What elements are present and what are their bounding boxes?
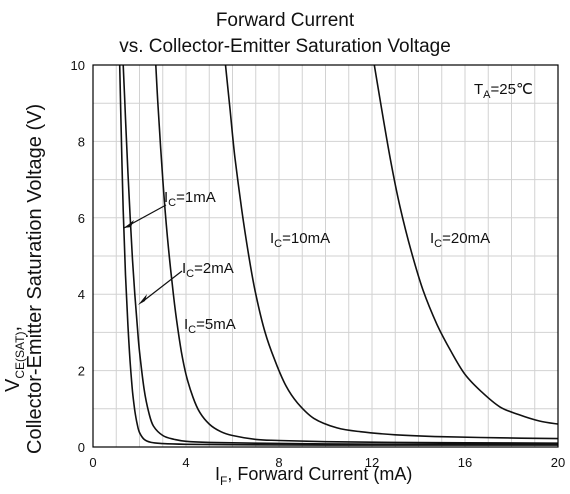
x-tick-label: 0: [89, 455, 96, 470]
series-label-symbol: I: [184, 316, 189, 333]
series-label-ic-5ma: IC=5mA: [184, 316, 236, 336]
x-tick-label: 16: [458, 455, 472, 470]
y-axis-symbol: V: [2, 378, 24, 392]
chart-subtitle: vs. Collector-Emitter Saturation Voltage: [119, 36, 451, 57]
series-label-symbol: I: [182, 260, 187, 277]
series-label-subscript: C: [274, 238, 283, 250]
series-label-text: =2mA: [194, 260, 234, 277]
grid: [93, 65, 558, 447]
y-tick-label: 6: [78, 211, 85, 226]
series-label-ic-2ma: IC=2mA: [182, 260, 234, 280]
series-line-ic-20ma: [373, 64, 559, 425]
x-tick-label: 12: [365, 455, 379, 470]
y-tick-label: 0: [78, 440, 85, 455]
series-label-symbol: I: [270, 230, 275, 247]
temperature-value: =25℃: [490, 81, 533, 98]
temperature-annotation: TA=25℃: [474, 80, 533, 101]
series-line-ic-5ma: [155, 64, 559, 444]
series-line-ic-10ma: [224, 64, 559, 440]
series-label-ic-20ma: IC=20mA: [430, 230, 491, 250]
x-axis-subscript: F: [220, 474, 228, 488]
series-label-ic-10ma: IC=10mA: [270, 230, 331, 250]
x-tick-label: 4: [182, 455, 189, 470]
x-axis-label: IF, Forward Current (mA): [215, 464, 413, 488]
y-axis-label-line1: VCE(SAT),: [2, 325, 27, 392]
y-tick-label: 2: [78, 364, 85, 379]
x-tick-label: 20: [551, 455, 565, 470]
y-tick-label: 10: [71, 58, 85, 73]
temperature-subscript: A: [483, 89, 491, 101]
y-tick-label: 8: [78, 134, 85, 149]
series-label-text: =5mA: [196, 316, 236, 333]
series-label-subscript: C: [168, 197, 177, 209]
x-axis-text: , Forward Current (mA): [227, 464, 413, 484]
series-lines: [118, 64, 559, 446]
label-pointers: [123, 204, 183, 305]
x-axis-symbol: I: [215, 464, 221, 484]
series-label-symbol: I: [430, 230, 435, 247]
series-label-subscript: C: [434, 238, 443, 250]
tick-labels: 0 4 8 12 16 20 0 2 4 6 8 10: [71, 58, 566, 470]
series-label-ic-1ma: IC=1mA: [164, 189, 216, 209]
series-label-subscript: C: [188, 324, 197, 336]
series-label-symbol: I: [164, 189, 169, 206]
y-axis-label-line2: Collector-Emitter Saturation Voltage (V): [24, 103, 46, 454]
pointer-arrowhead-ic-2ma: [138, 294, 147, 305]
y-tick-label: 4: [78, 287, 85, 302]
pointer-line-ic-2ma: [141, 270, 183, 303]
series-label-text: =1mA: [176, 189, 216, 206]
series-line-ic-1ma: [118, 64, 558, 446]
series-label-text: =10mA: [282, 230, 331, 247]
y-axis-suffix: ,: [2, 325, 24, 332]
chart-title: Forward Current: [215, 10, 355, 31]
pointer-arrowhead-ic-1ma: [124, 220, 134, 228]
series-label-text: =20mA: [442, 230, 491, 247]
series-label-subscript: C: [186, 268, 195, 280]
plot-frame: [92, 64, 559, 448]
series-line-ic-2ma: [122, 64, 559, 446]
temperature-symbol: T: [474, 81, 484, 98]
x-tick-label: 8: [275, 455, 282, 470]
